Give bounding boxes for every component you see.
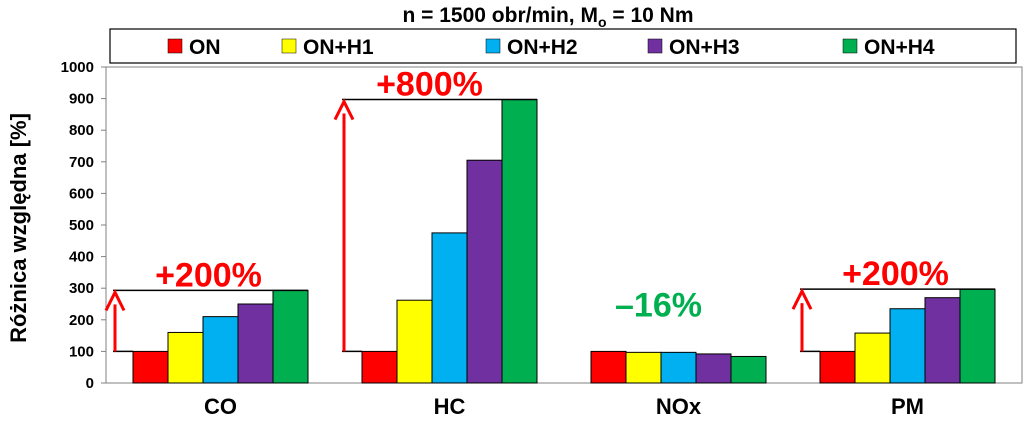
y-tick-label: 900	[69, 91, 94, 108]
bar-nox-on-h3	[695, 353, 732, 384]
annotation-label: +200%	[842, 255, 949, 293]
arrow-up-icon	[791, 287, 813, 310]
bar-co-on-h1	[167, 331, 204, 384]
x-tick-label: HC	[434, 394, 466, 419]
bar-hc-on-h1	[396, 299, 433, 384]
bar-pm-on	[819, 350, 856, 384]
legend-box	[109, 28, 1017, 64]
y-tick-label: 1000	[61, 59, 94, 76]
legend-label: ON	[189, 36, 221, 59]
annotation-label: –16%	[615, 286, 702, 324]
legend-swatch	[167, 38, 183, 54]
legend-swatch	[842, 38, 858, 54]
bar-co-on-h3	[237, 303, 274, 384]
legend-swatch	[281, 38, 297, 54]
legend: ON ON+H1 ON+H2 ON+H3 ON+H4	[167, 36, 935, 59]
y-tick-label: 600	[69, 185, 94, 202]
annotation-label: +200%	[155, 256, 262, 294]
legend-label: ON+H1	[303, 36, 374, 59]
x-tick-label: CO	[204, 394, 237, 419]
bar-nox-on-h1	[625, 351, 662, 384]
legend-swatch	[485, 38, 501, 54]
bar-co-on	[132, 350, 169, 384]
bar-hc-on	[361, 350, 398, 384]
bar-nox-on	[590, 350, 627, 384]
y-axis-ticks: 0 100 200 300 400 500 600 700 800 900 1000	[61, 59, 106, 392]
y-tick-label: 700	[69, 154, 94, 171]
plot-area	[105, 66, 1023, 384]
annotation-label: +800%	[376, 66, 483, 104]
bar-co-on-h2	[202, 316, 239, 384]
bar-pm-on-h3	[924, 297, 961, 384]
legend-label: ON+H2	[507, 36, 578, 59]
bar-hc-on-h4	[501, 99, 538, 384]
legend-label: ON+H4	[864, 36, 935, 59]
x-tick-label: PM	[891, 394, 924, 419]
y-tick-label: 100	[69, 343, 94, 360]
y-tick-label: 0	[86, 375, 94, 392]
arrow-up-icon	[333, 98, 355, 121]
bar-nox-on-h4	[730, 355, 767, 384]
bar-hc-on-h2	[431, 232, 468, 384]
category-labels: CO HC NOx PM	[204, 394, 924, 419]
bar-nox-on-h2	[660, 351, 697, 384]
x-tick-label: NOx	[656, 394, 702, 419]
bar-pm-on-h4	[959, 288, 996, 384]
y-tick-label: 500	[69, 217, 94, 234]
legend-swatch	[647, 38, 663, 54]
bar-co-on-h4	[272, 289, 309, 384]
arrow-up-icon	[104, 289, 126, 312]
y-axis-label: Różnica względna [%]	[6, 113, 31, 343]
bar-pm-on-h1	[854, 332, 891, 384]
bars	[132, 99, 996, 384]
y-tick-label: 200	[69, 312, 94, 329]
bar-hc-on-h3	[466, 159, 503, 384]
bar-pm-on-h2	[889, 308, 926, 384]
annotations: +200% +800% –16% +200%	[104, 66, 995, 353]
chart-title: n = 1500 obr/min, Mo = 10 Nm	[402, 4, 693, 30]
legend-label: ON+H3	[669, 36, 740, 59]
y-tick-label: 400	[69, 249, 94, 266]
y-tick-label: 800	[69, 122, 94, 139]
y-tick-label: 300	[69, 280, 94, 297]
